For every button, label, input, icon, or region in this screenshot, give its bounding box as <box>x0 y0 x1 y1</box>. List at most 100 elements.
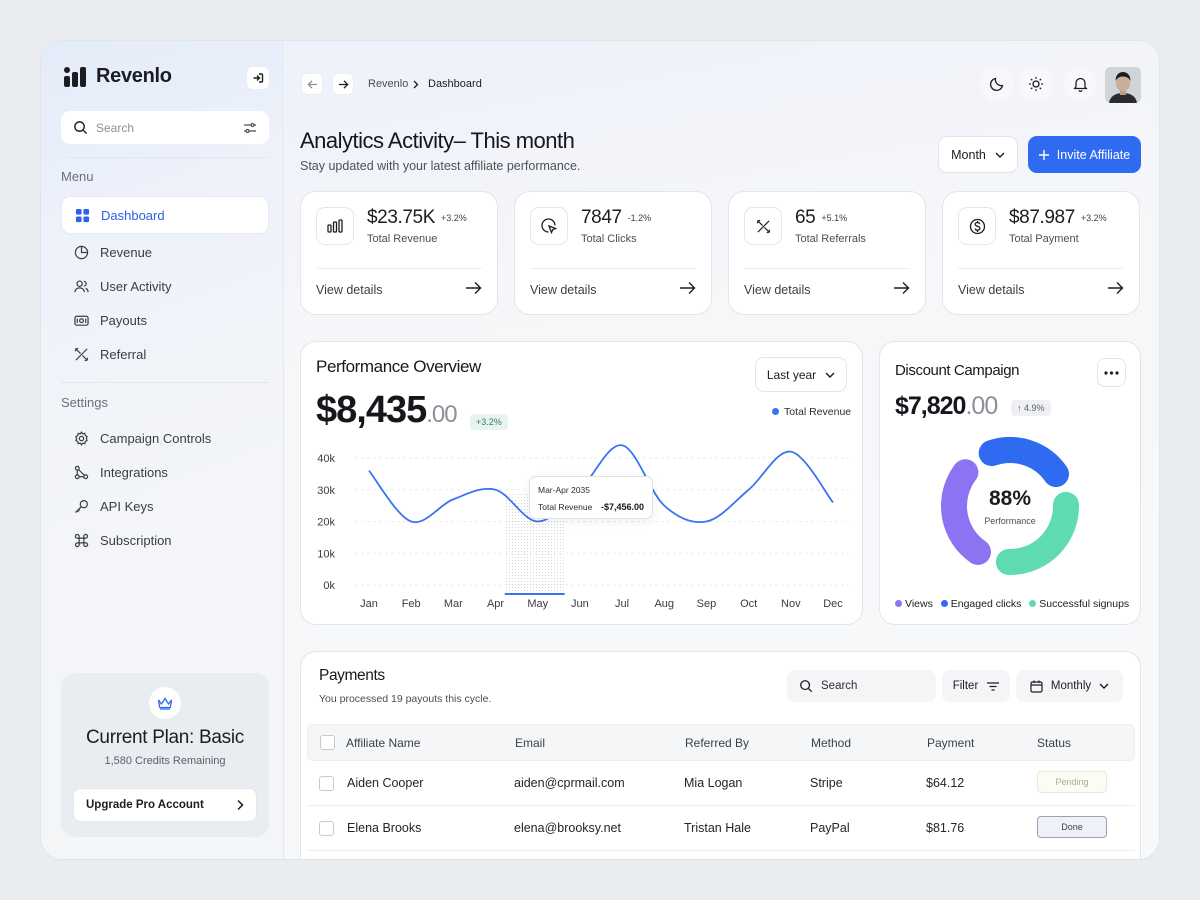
legend-label: Views <box>905 598 933 610</box>
light-mode-button[interactable] <box>1019 67 1053 101</box>
page-title: Analytics Activity– This month <box>300 128 575 153</box>
payments-card: Payments You processed 19 payouts this c… <box>300 651 1141 859</box>
payments-search-input[interactable] <box>821 680 921 692</box>
tooltip-period: Mar-Apr 2035 <box>538 485 590 495</box>
sidebar-item-subscription[interactable]: Subscription <box>61 521 269 559</box>
view-details-link[interactable]: View details <box>958 283 1025 297</box>
avatar[interactable] <box>1105 67 1141 103</box>
affiliate-email: elena@brooksy.net <box>514 821 621 835</box>
column-header[interactable]: Referred By <box>685 736 750 750</box>
chevron-down-icon <box>995 152 1005 158</box>
sun-icon <box>1029 77 1043 91</box>
filter-icon <box>987 681 1000 691</box>
legend-dot <box>895 600 902 607</box>
column-header[interactable]: Status <box>1037 736 1072 750</box>
pie-chart-icon <box>74 245 89 259</box>
column-header[interactable]: Method <box>811 736 852 750</box>
sidebar-item-revenue[interactable]: Revenue <box>61 233 269 271</box>
sidebar-item-user-activity[interactable]: User Activity <box>61 267 269 305</box>
arrow-right-icon[interactable] <box>679 281 696 295</box>
dark-mode-button[interactable] <box>980 67 1014 101</box>
legend-label: Total Revenue <box>784 406 852 418</box>
sidebar-item-dashboard[interactable]: Dashboard <box>61 196 269 234</box>
view-details-link[interactable]: View details <box>316 283 383 297</box>
column-header[interactable]: Affiliate Name <box>346 736 421 750</box>
select-all-checkbox[interactable] <box>320 735 335 750</box>
view-details-link[interactable]: View details <box>530 283 597 297</box>
row-checkbox[interactable] <box>319 821 334 836</box>
y-tick-label: 20k <box>317 517 335 529</box>
payment-method: Stripe <box>810 776 843 790</box>
stat-label: Total Payment <box>1009 233 1079 245</box>
more-options-button[interactable] <box>1097 358 1126 387</box>
upgrade-pro-button[interactable]: Upgrade Pro Account <box>73 788 257 822</box>
x-tick-label: Dec <box>823 598 843 610</box>
donut-segment[interactable] <box>940 436 1080 576</box>
sidebar-search-input[interactable] <box>96 120 226 135</box>
period-dropdown[interactable]: Last year <box>755 357 847 392</box>
current-plan-card: Current Plan: Basic 1,580 Credits Remain… <box>61 673 269 837</box>
calendar-icon <box>1030 680 1043 693</box>
stat-icon-box <box>958 207 996 245</box>
payments-subtitle: You processed 19 payouts this cycle. <box>319 693 492 705</box>
period-dropdown[interactable]: Monthly <box>1016 670 1123 702</box>
forward-button[interactable] <box>332 73 354 95</box>
arrow-right-icon[interactable] <box>465 281 482 295</box>
row-checkbox[interactable] <box>319 776 334 791</box>
sidebar-search[interactable] <box>61 111 269 144</box>
collapse-sidebar-button[interactable] <box>247 67 269 89</box>
x-tick-label: Feb <box>402 598 421 610</box>
logo[interactable]: Revenlo <box>63 65 172 88</box>
filter-button[interactable]: Filter <box>942 670 1010 702</box>
column-header[interactable]: Payment <box>927 736 975 750</box>
period-dropdown-label: Last year <box>766 367 817 382</box>
period-dropdown[interactable]: Month <box>938 136 1018 173</box>
page-subtitle: Stay updated with your latest affiliate … <box>300 159 581 173</box>
stat-icon-box <box>530 207 568 245</box>
chart-tooltip: Mar-Apr 2035 Total Revenue -$7,456.00 <box>529 476 653 519</box>
arrow-right-icon[interactable] <box>893 281 910 295</box>
x-tick-label: Jan <box>360 598 378 610</box>
wallet-icon <box>74 315 89 326</box>
sidebar-item-integrations[interactable]: Integrations <box>61 453 269 491</box>
column-header[interactable]: Email <box>515 736 546 750</box>
status-badge: Done <box>1037 816 1107 838</box>
payment-amount: $64.12 <box>926 776 965 790</box>
referred-by: Tristan Hale <box>684 821 751 835</box>
sidebar-item-payouts[interactable]: Payouts <box>61 301 269 339</box>
notifications-button[interactable] <box>1063 67 1097 101</box>
filter-settings-icon[interactable] <box>243 121 257 135</box>
card-title: Performance Overview <box>316 357 481 376</box>
divider <box>61 157 269 158</box>
x-tick-label: Aug <box>654 598 674 610</box>
referral-icon <box>74 347 89 361</box>
gear-icon <box>75 430 88 446</box>
back-button[interactable] <box>301 73 323 95</box>
donut-segment[interactable] <box>941 437 1079 575</box>
arrow-right-icon[interactable] <box>1107 281 1124 295</box>
status-badge: Pending <box>1037 771 1107 793</box>
arrow-right-icon <box>338 79 349 89</box>
sidebar-item-api-keys[interactable]: API Keys <box>61 487 269 525</box>
y-tick-label: 0k <box>323 580 335 592</box>
stat-change: -1.2% <box>627 213 652 223</box>
sidebar-item-campaign-controls[interactable]: Campaign Controls <box>61 419 269 457</box>
affiliate-name: Aiden Cooper <box>347 776 424 790</box>
revenue-line-chart[interactable]: 40k 30k 20k 10k 0k Jan Feb Mar Apr May Jun Jul Aug Se… <box>301 442 862 612</box>
table-row[interactable]: Aiden Cooper aiden@cprmail.com Mia Logan… <box>307 761 1135 806</box>
donut-segment[interactable] <box>940 436 1080 576</box>
sidebar-item-referral[interactable]: Referral <box>61 335 269 373</box>
search-icon <box>800 680 813 693</box>
stat-change: +3.2% <box>1080 213 1107 223</box>
search-icon <box>74 121 88 135</box>
breadcrumb-root[interactable]: Revenlo <box>368 78 409 90</box>
view-details-link[interactable]: View details <box>744 283 811 297</box>
stat-label: Total Revenue <box>367 233 438 245</box>
stat-card-payment: $87.987 +3.2% Total Payment View details <box>942 191 1140 315</box>
x-tick-label: Jun <box>571 598 589 610</box>
table-row[interactable]: Elena Brooks elena@brooksy.net Tristan H… <box>307 806 1135 851</box>
payments-search[interactable] <box>787 670 936 702</box>
donut-legend: Views Engaged clicks Successful signups <box>895 598 1129 610</box>
invite-affiliate-button[interactable]: Invite Affiliate <box>1028 136 1141 173</box>
settings-section-label: Settings <box>61 395 108 410</box>
